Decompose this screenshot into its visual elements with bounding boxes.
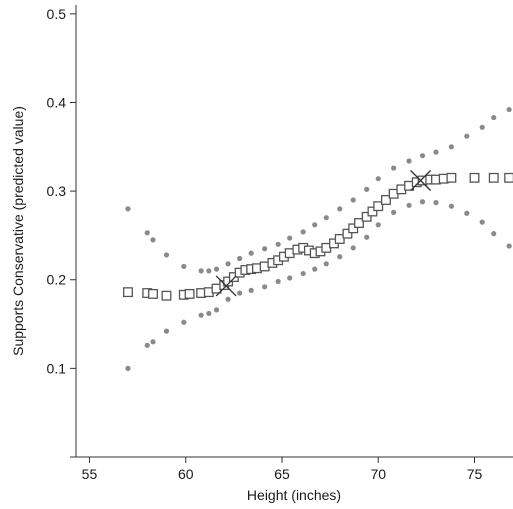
interval-point — [337, 206, 343, 212]
predicted-value-point — [504, 172, 513, 183]
predicted-value-point — [367, 206, 378, 217]
interval-point — [300, 229, 306, 235]
interval-point — [375, 222, 381, 228]
interval-point — [323, 261, 329, 267]
interval-point — [419, 199, 426, 205]
x-ticks: 55 60 65 70 75 — [82, 457, 483, 482]
interval-point — [391, 209, 397, 215]
predicted-value-point — [161, 290, 172, 301]
interval-point — [198, 268, 204, 274]
x-tick-label: 55 — [82, 466, 98, 482]
interval-point — [506, 106, 512, 113]
x-tick-label: 70 — [370, 466, 386, 482]
x-marker-point — [410, 170, 432, 191]
interval-point — [275, 278, 281, 285]
interval-point — [181, 319, 187, 325]
interval-point — [181, 263, 187, 270]
interval-point — [225, 261, 231, 267]
interval-point — [206, 268, 212, 274]
interval-point — [479, 124, 485, 130]
interval-point — [491, 231, 497, 237]
predicted-value-point — [469, 172, 480, 183]
interval-point — [237, 290, 243, 296]
interval-point — [406, 158, 412, 164]
y-axis-title: Supports Conservative (predicted value) — [10, 106, 26, 356]
interval-point — [144, 230, 150, 236]
interval-point — [312, 266, 318, 272]
interval-point — [125, 365, 131, 371]
interval-point — [491, 114, 497, 121]
interval-point — [163, 328, 170, 334]
predicted-value-point — [488, 172, 499, 183]
predicted-value-point — [148, 288, 158, 299]
interval-point — [198, 312, 204, 318]
y-tick-label: 0.3 — [47, 183, 67, 199]
interval-point — [364, 234, 370, 240]
interval-point — [150, 237, 156, 243]
interval-point — [300, 270, 306, 277]
interval-point — [275, 241, 281, 247]
interval-point — [350, 245, 356, 251]
x-marker-point — [215, 275, 237, 297]
interval-point — [448, 144, 454, 150]
y-tick-label: 0.2 — [47, 272, 67, 288]
x-tick-label: 60 — [178, 466, 194, 482]
y-tick-label: 0.1 — [47, 360, 67, 376]
predicted-value-point — [373, 201, 384, 212]
interval-point — [323, 215, 329, 221]
predicted-value-point — [123, 287, 133, 298]
interval-point — [287, 235, 293, 241]
interval-point — [237, 255, 243, 262]
predicted-value-point — [334, 234, 345, 244]
interval-point — [163, 252, 170, 258]
plot-area — [76, 5, 513, 457]
predicted-value-point — [348, 223, 359, 234]
interval-point — [464, 210, 470, 216]
interval-point — [464, 133, 470, 139]
interval-point — [287, 275, 293, 281]
interval-point — [479, 219, 485, 225]
y-tick-label: 0.5 — [47, 6, 67, 22]
interval-point — [506, 243, 512, 249]
interval-point — [337, 254, 343, 260]
predicted-value-point — [446, 172, 457, 183]
predicted-value-point — [354, 218, 364, 228]
interval-point — [391, 165, 397, 171]
interval-point — [312, 222, 318, 228]
x-axis-title: Height (inches) — [247, 487, 341, 503]
interval-point — [448, 203, 454, 209]
interval-point — [433, 149, 439, 155]
interval-point — [206, 310, 212, 317]
data-marks — [123, 106, 513, 371]
interval-point — [419, 153, 426, 159]
predicted-value-point — [342, 228, 353, 239]
y-tick-label: 0.4 — [47, 94, 67, 110]
interval-point — [262, 284, 268, 290]
interval-point — [248, 250, 254, 256]
interval-point — [364, 186, 370, 192]
interval-point — [262, 246, 268, 252]
interval-point — [225, 296, 231, 302]
interval-point — [213, 266, 220, 272]
x-tick-label: 65 — [274, 466, 290, 482]
predicted-value-point — [380, 195, 391, 205]
interval-point — [406, 202, 412, 208]
interval-point — [125, 206, 131, 212]
predicted-value-point — [361, 211, 372, 222]
y-ticks: 0.1 0.2 0.3 0.4 0.5 — [47, 6, 76, 458]
predicted-value-point — [184, 288, 195, 299]
interval-point — [350, 197, 356, 203]
x-tick-label: 75 — [467, 466, 483, 482]
interval-point — [144, 342, 150, 348]
interval-point — [213, 307, 220, 313]
interval-point — [150, 339, 156, 345]
interval-point — [375, 176, 381, 182]
interval-point — [433, 200, 439, 206]
interval-point — [248, 287, 254, 293]
